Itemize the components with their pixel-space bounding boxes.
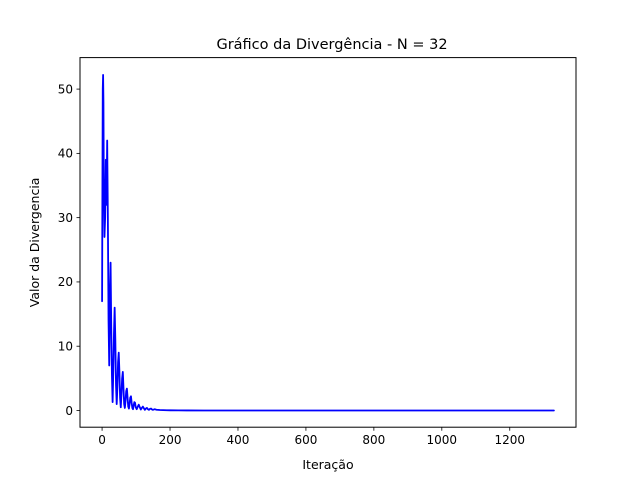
y-tick-label: 40 bbox=[58, 147, 73, 161]
y-tick-label: 0 bbox=[65, 404, 73, 418]
y-tick-label: 30 bbox=[58, 211, 73, 225]
x-tick-label: 600 bbox=[294, 433, 317, 447]
y-axis-label: Valor da Divergencia bbox=[27, 178, 42, 308]
x-tick-label: 0 bbox=[98, 433, 106, 447]
x-tick-label: 800 bbox=[362, 433, 385, 447]
divergence-series-line bbox=[101, 74, 555, 412]
x-tick-label: 400 bbox=[227, 433, 250, 447]
plot-area bbox=[101, 74, 555, 412]
x-axis-label: Iteração bbox=[302, 457, 353, 472]
axis-ticks: 0 200 400 600 800 1000 1200 0 10 20 30 40 50 bbox=[58, 82, 525, 447]
x-tick-label: 1200 bbox=[494, 433, 525, 447]
y-tick-label: 20 bbox=[58, 275, 73, 289]
y-tick-label: 10 bbox=[58, 340, 73, 354]
y-tick-label: 50 bbox=[58, 82, 73, 96]
x-tick-label: 1000 bbox=[427, 433, 458, 447]
chart-title: Gráfico da Divergência - N = 32 bbox=[216, 37, 447, 53]
x-tick-label: 200 bbox=[159, 433, 182, 447]
plot-frame bbox=[79, 57, 577, 428]
